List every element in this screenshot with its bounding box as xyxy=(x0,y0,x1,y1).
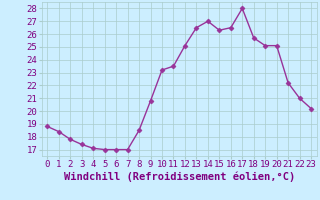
X-axis label: Windchill (Refroidissement éolien,°C): Windchill (Refroidissement éolien,°C) xyxy=(64,172,295,182)
